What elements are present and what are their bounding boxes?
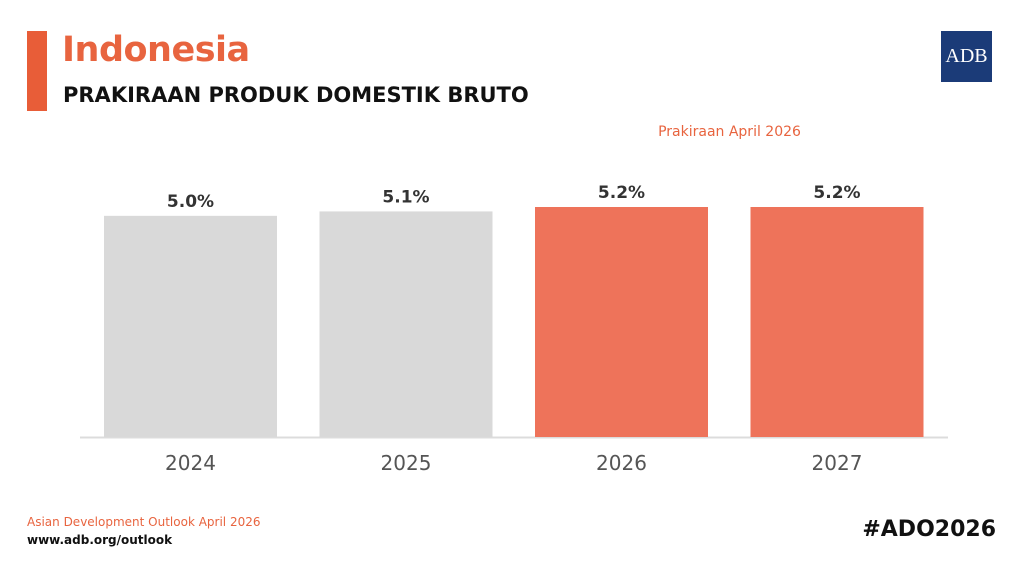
bar-2027 (750, 207, 924, 437)
x-tick-2025: 2025 (381, 451, 432, 475)
page-title: Indonesia (62, 30, 250, 70)
bar-value-2027: 5.2% (813, 183, 860, 203)
footer-url[interactable]: www.adb.org/outlook (27, 533, 173, 547)
bar-2024 (104, 215, 277, 437)
bar-value-2025: 5.1% (382, 187, 429, 207)
x-tick-2026: 2026 (596, 451, 647, 475)
adb-logo: ADB (941, 31, 992, 82)
bar-value-2026: 5.2% (598, 183, 645, 203)
bar-value-2024: 5.0% (167, 192, 214, 212)
bar-2026 (535, 207, 708, 437)
hashtag: #ADO2026 (862, 517, 996, 542)
x-tick-2027: 2027 (812, 451, 863, 475)
footer-source: Asian Development Outlook April 2026 (27, 515, 261, 529)
x-tick-2024: 2024 (165, 451, 216, 475)
chart-subtitle: PRAKIRAAN PRODUK DOMESTIK BRUTO (63, 83, 529, 107)
bar-2025 (319, 211, 493, 437)
forecast-label: Prakiraan April 2026 (658, 124, 801, 140)
accent-bar (27, 31, 47, 111)
